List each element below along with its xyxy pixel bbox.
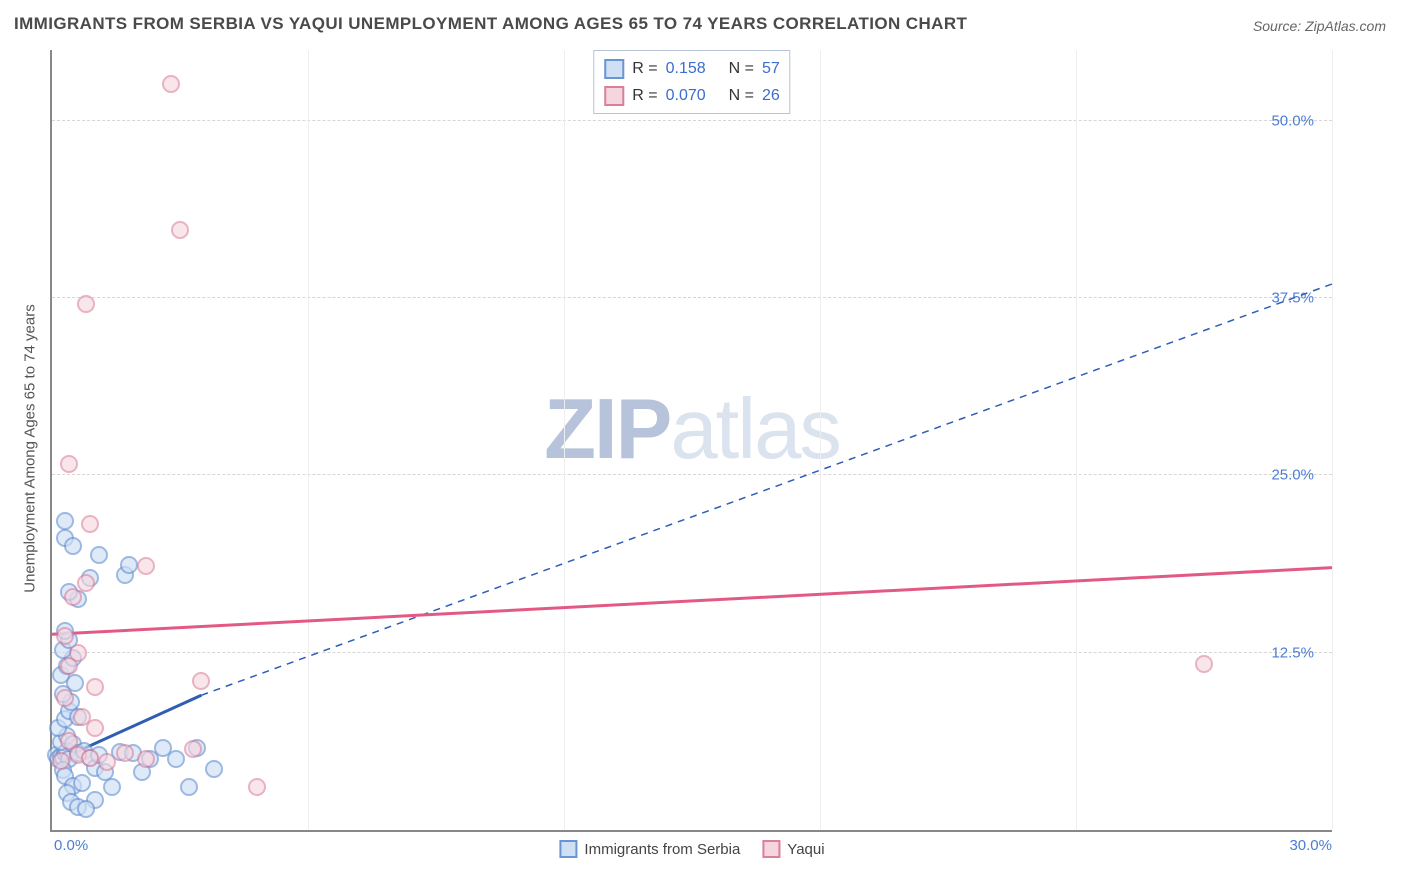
scatter-point xyxy=(1195,655,1213,673)
scatter-point xyxy=(248,778,266,796)
scatter-point xyxy=(69,644,87,662)
scatter-point xyxy=(64,588,82,606)
legend-label: Immigrants from Serbia xyxy=(584,841,740,858)
y-tick-label: 12.5% xyxy=(1271,644,1314,661)
n-label: N = xyxy=(729,82,754,109)
scatter-point xyxy=(162,75,180,93)
scatter-point xyxy=(184,740,202,758)
n-value: 26 xyxy=(762,82,780,109)
series-legend: Immigrants from Serbia Yaqui xyxy=(559,840,824,858)
scatter-point xyxy=(90,546,108,564)
scatter-point xyxy=(60,732,78,750)
scatter-point xyxy=(81,749,99,767)
n-value: 57 xyxy=(762,55,780,82)
correlation-legend: R = 0.158 N = 57 R = 0.070 N = 26 xyxy=(593,50,790,114)
gridline-vertical xyxy=(820,50,821,830)
scatter-point xyxy=(77,574,95,592)
gridline-vertical xyxy=(1076,50,1077,830)
legend-row: R = 0.158 N = 57 xyxy=(604,55,779,82)
scatter-point xyxy=(56,627,74,645)
scatter-point xyxy=(180,778,198,796)
trend-lines xyxy=(52,50,1332,830)
scatter-point xyxy=(192,672,210,690)
scatter-point xyxy=(205,760,223,778)
y-tick-label: 37.5% xyxy=(1271,290,1314,307)
y-tick-label: 25.0% xyxy=(1271,467,1314,484)
legend-swatch xyxy=(604,59,624,79)
y-tick-label: 50.0% xyxy=(1271,112,1314,129)
scatter-point xyxy=(77,295,95,313)
scatter-point xyxy=(86,678,104,696)
scatter-point xyxy=(103,778,121,796)
chart-title: IMMIGRANTS FROM SERBIA VS YAQUI UNEMPLOY… xyxy=(14,14,967,34)
scatter-point xyxy=(73,774,91,792)
legend-label: Yaqui xyxy=(787,841,824,858)
watermark: ZIPatlas xyxy=(544,381,840,479)
scatter-point xyxy=(137,750,155,768)
gridline-vertical xyxy=(564,50,565,830)
scatter-point xyxy=(171,221,189,239)
n-label: N = xyxy=(729,55,754,82)
scatter-point xyxy=(56,689,74,707)
gridline-vertical xyxy=(308,50,309,830)
gridline-horizontal xyxy=(52,652,1332,653)
scatter-point xyxy=(137,557,155,575)
scatter-point xyxy=(120,556,138,574)
legend-item: Immigrants from Serbia xyxy=(559,840,740,858)
scatter-point xyxy=(56,512,74,530)
scatter-point xyxy=(73,708,91,726)
scatter-point xyxy=(167,750,185,768)
legend-swatch xyxy=(559,840,577,858)
source-label: Source: ZipAtlas.com xyxy=(1253,18,1386,34)
gridline-horizontal xyxy=(52,120,1332,121)
gridline-horizontal xyxy=(52,297,1332,298)
scatter-point xyxy=(98,753,116,771)
r-label: R = xyxy=(632,55,657,82)
watermark-rest: atlas xyxy=(670,382,840,477)
legend-item: Yaqui xyxy=(762,840,824,858)
scatter-point xyxy=(52,752,70,770)
scatter-point xyxy=(64,537,82,555)
scatter-point xyxy=(77,800,95,818)
scatter-point xyxy=(116,744,134,762)
x-tick-label: 30.0% xyxy=(1289,837,1332,854)
legend-swatch xyxy=(762,840,780,858)
x-tick-label: 0.0% xyxy=(54,837,88,854)
gridline-horizontal xyxy=(52,474,1332,475)
r-value: 0.070 xyxy=(666,82,721,109)
y-axis-label: Unemployment Among Ages 65 to 74 years xyxy=(22,289,39,609)
r-value: 0.158 xyxy=(666,55,721,82)
chart-plot-area: ZIPatlas R =0.158N =57R =0.070N =26 Immi… xyxy=(50,50,1332,832)
r-label: R = xyxy=(632,82,657,109)
gridline-vertical xyxy=(1332,50,1333,830)
scatter-point xyxy=(60,455,78,473)
scatter-point xyxy=(81,515,99,533)
legend-swatch xyxy=(604,86,624,106)
legend-row: R = 0.070 N = 26 xyxy=(604,82,779,109)
